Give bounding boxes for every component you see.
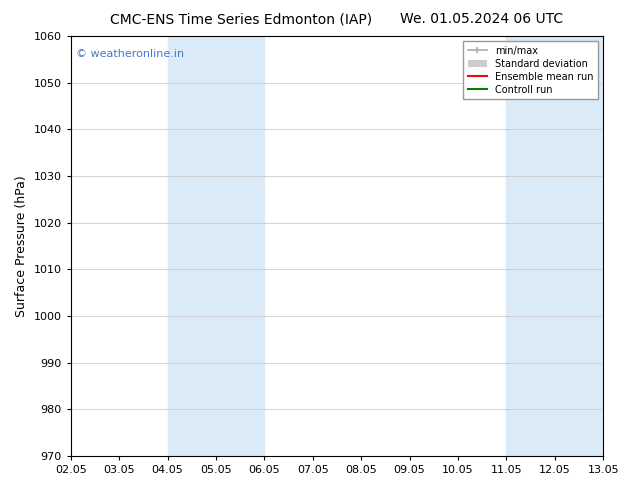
Text: We. 01.05.2024 06 UTC: We. 01.05.2024 06 UTC [400, 12, 564, 26]
Bar [167, 36, 264, 456]
Text: © weatheronline.in: © weatheronline.in [76, 49, 184, 59]
Legend: min/max, Standard deviation, Ensemble mean run, Controll run: min/max, Standard deviation, Ensemble me… [463, 41, 598, 99]
Y-axis label: Surface Pressure (hPa): Surface Pressure (hPa) [15, 175, 28, 317]
Text: CMC-ENS Time Series Edmonton (IAP): CMC-ENS Time Series Edmonton (IAP) [110, 12, 372, 26]
Bar [507, 36, 603, 456]
